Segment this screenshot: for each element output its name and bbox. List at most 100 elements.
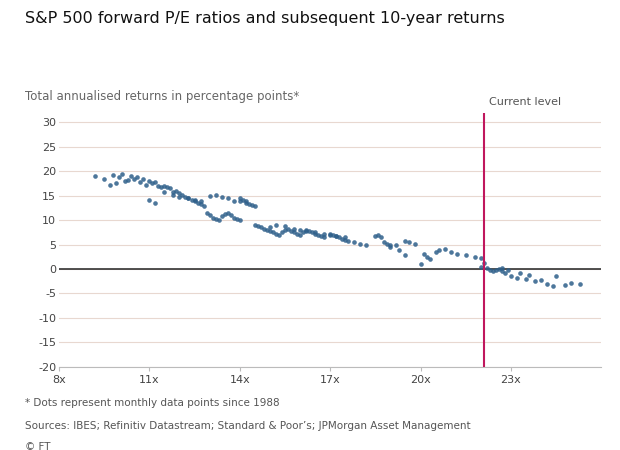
Point	[253, 222, 263, 230]
Point	[159, 188, 169, 195]
Point	[482, 265, 492, 272]
Point	[211, 191, 221, 198]
Point	[325, 231, 335, 239]
Point	[174, 193, 184, 200]
Point	[470, 253, 480, 261]
Point	[250, 203, 260, 210]
Point	[241, 197, 250, 204]
Point	[195, 201, 205, 208]
Point	[280, 226, 290, 234]
Point	[126, 172, 136, 180]
Point	[180, 193, 190, 200]
Point	[310, 229, 320, 236]
Point	[331, 232, 341, 239]
Point	[190, 197, 200, 204]
Point	[211, 216, 221, 223]
Point	[319, 234, 329, 241]
Point	[401, 237, 410, 244]
Point	[120, 177, 130, 184]
Point	[144, 196, 154, 203]
Point	[172, 187, 182, 194]
Point	[226, 212, 236, 219]
Point	[274, 231, 284, 239]
Point	[566, 279, 576, 286]
Point	[497, 265, 507, 272]
Point	[105, 181, 115, 189]
Point	[208, 214, 218, 221]
Point	[434, 247, 444, 254]
Point	[292, 230, 302, 237]
Point	[184, 194, 193, 202]
Point	[235, 216, 245, 224]
Point	[280, 222, 290, 230]
Point	[319, 230, 329, 237]
Point	[515, 269, 525, 276]
Point	[232, 216, 242, 223]
Point	[250, 221, 260, 229]
Point	[383, 240, 392, 247]
Point	[262, 226, 272, 234]
Point	[166, 184, 175, 192]
Point	[187, 196, 197, 203]
Point	[235, 198, 245, 205]
Point	[277, 229, 287, 236]
Point	[177, 191, 187, 198]
Point	[494, 266, 504, 273]
Point	[90, 172, 100, 180]
Point	[521, 275, 531, 282]
Point	[169, 188, 179, 195]
Point	[223, 194, 232, 202]
Point	[214, 216, 224, 224]
Point	[343, 237, 353, 244]
Point	[307, 229, 317, 236]
Point	[304, 227, 314, 234]
Point	[193, 199, 203, 207]
Point	[156, 183, 166, 190]
Point	[476, 255, 486, 262]
Point	[265, 227, 275, 234]
Point	[268, 229, 278, 236]
Point	[202, 209, 211, 216]
Point	[497, 268, 507, 275]
Point	[422, 253, 432, 261]
Point	[370, 232, 380, 239]
Point	[151, 178, 161, 185]
Point	[238, 196, 248, 203]
Point	[394, 247, 404, 254]
Point	[205, 192, 215, 199]
Point	[349, 238, 359, 246]
Point	[298, 229, 308, 236]
Point	[289, 229, 299, 236]
Point	[241, 199, 250, 207]
Point	[148, 180, 157, 187]
Point	[431, 248, 441, 256]
Point	[223, 209, 232, 216]
Point	[401, 252, 410, 259]
Point	[174, 189, 184, 197]
Text: Total annualised returns in percentage points*: Total annualised returns in percentage p…	[25, 90, 299, 103]
Point	[337, 235, 347, 242]
Point	[524, 271, 534, 279]
Point	[548, 283, 558, 290]
Point	[340, 234, 350, 241]
Text: Current level: Current level	[489, 97, 562, 107]
Point	[479, 260, 489, 267]
Point	[386, 241, 396, 248]
Point	[283, 225, 293, 233]
Point	[440, 246, 450, 253]
Point	[205, 212, 215, 219]
Point	[235, 194, 245, 202]
Point	[376, 234, 386, 241]
Point	[410, 240, 420, 247]
Point	[256, 224, 266, 231]
Point	[476, 263, 486, 270]
Point	[503, 267, 513, 274]
Point	[123, 176, 133, 184]
Point	[217, 193, 227, 200]
Point	[575, 280, 585, 287]
Point	[542, 280, 552, 287]
Point	[301, 226, 311, 234]
Point	[488, 268, 498, 275]
Point	[259, 225, 269, 233]
Point	[313, 231, 323, 239]
